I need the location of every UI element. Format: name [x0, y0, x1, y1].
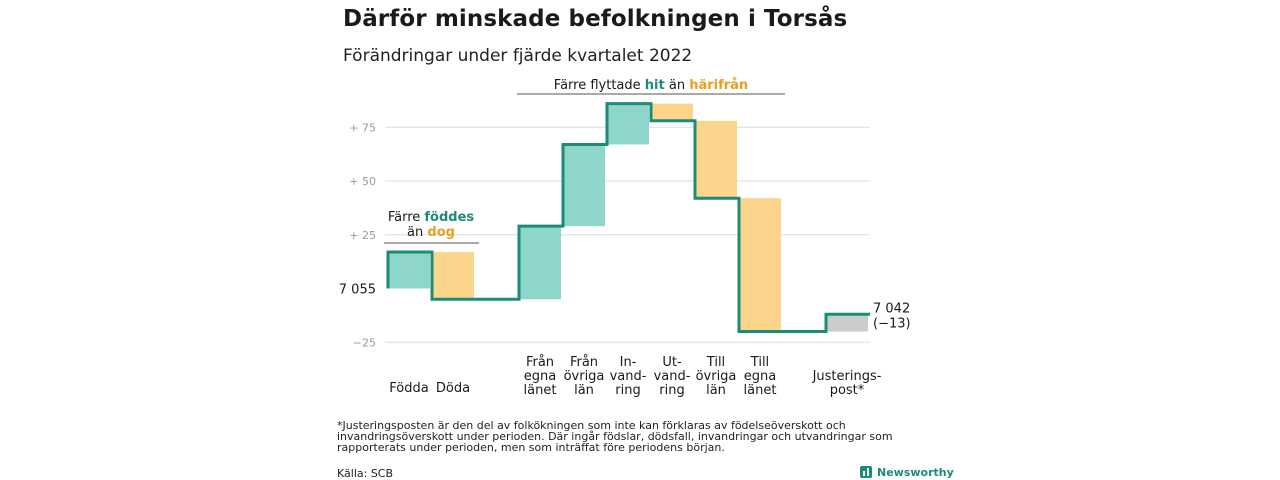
x-category-label: län — [706, 383, 726, 398]
x-category-label: ring — [659, 383, 684, 398]
x-category-label: egna — [744, 369, 776, 384]
chart-subtitle: Förändringar under fjärde kvartalet 2022 — [343, 46, 693, 66]
x-category-label: In- — [620, 355, 637, 370]
waterfall-bar — [432, 251, 474, 300]
x-category-label: vand- — [654, 369, 691, 384]
x-category-label: Döda — [436, 381, 470, 396]
cumulative-line — [386, 102, 870, 333]
y-tick-label: + 75 — [349, 121, 376, 134]
x-category-label: Justerings- — [812, 369, 882, 384]
start-value-label: 7 055 — [339, 283, 376, 298]
brand-name: Newsworthy — [877, 465, 954, 479]
end-value-label: 7 042 — [873, 301, 910, 316]
x-category-label: länet — [744, 383, 777, 398]
end-change-label: (−13) — [873, 316, 911, 331]
brand-logo: Newsworthy — [860, 464, 954, 480]
birth-annotation-line2: än dog — [407, 225, 455, 240]
x-category-label: Ut- — [662, 355, 682, 370]
x-category-label: Till — [750, 355, 769, 370]
waterfall-bar — [563, 144, 605, 227]
chart-title: Därför minskade befolkningen i Torsås — [343, 6, 848, 32]
waterfall-bar — [826, 314, 868, 332]
waterfall-bar — [739, 198, 781, 332]
x-category-label: Födda — [389, 381, 428, 396]
x-category-label: länet — [524, 383, 557, 398]
x-category-label: ring — [615, 383, 640, 398]
y-tick-label: + 50 — [349, 175, 376, 188]
x-category-label: övriga — [564, 369, 605, 384]
y-tick-label: −25 — [353, 336, 376, 349]
waterfall-bar — [651, 103, 693, 121]
x-category-label: län — [574, 383, 594, 398]
birth-annotation-line1: Färre föddes — [388, 210, 475, 225]
y-tick-label: + 25 — [349, 229, 376, 242]
bar-chart-icon — [860, 466, 872, 478]
x-category-label: egna — [524, 369, 556, 384]
waterfall-bar — [388, 251, 430, 289]
x-category-label: Från — [570, 355, 598, 370]
waterfall-bar — [607, 103, 649, 145]
x-category-label: övriga — [696, 369, 737, 384]
footnote: *Justeringsposten är den del av folkökni… — [337, 419, 893, 454]
waterfall-bar — [695, 120, 737, 199]
x-category-label: vand- — [610, 369, 647, 384]
move-annotation: Färre flyttade hit än härifrån — [554, 78, 748, 93]
x-category-label: Från — [526, 355, 554, 370]
x-category-label: post* — [830, 383, 865, 398]
waterfall-bar — [519, 226, 561, 300]
x-category-label: Till — [706, 355, 725, 370]
source-label: Källa: SCB — [337, 467, 394, 480]
